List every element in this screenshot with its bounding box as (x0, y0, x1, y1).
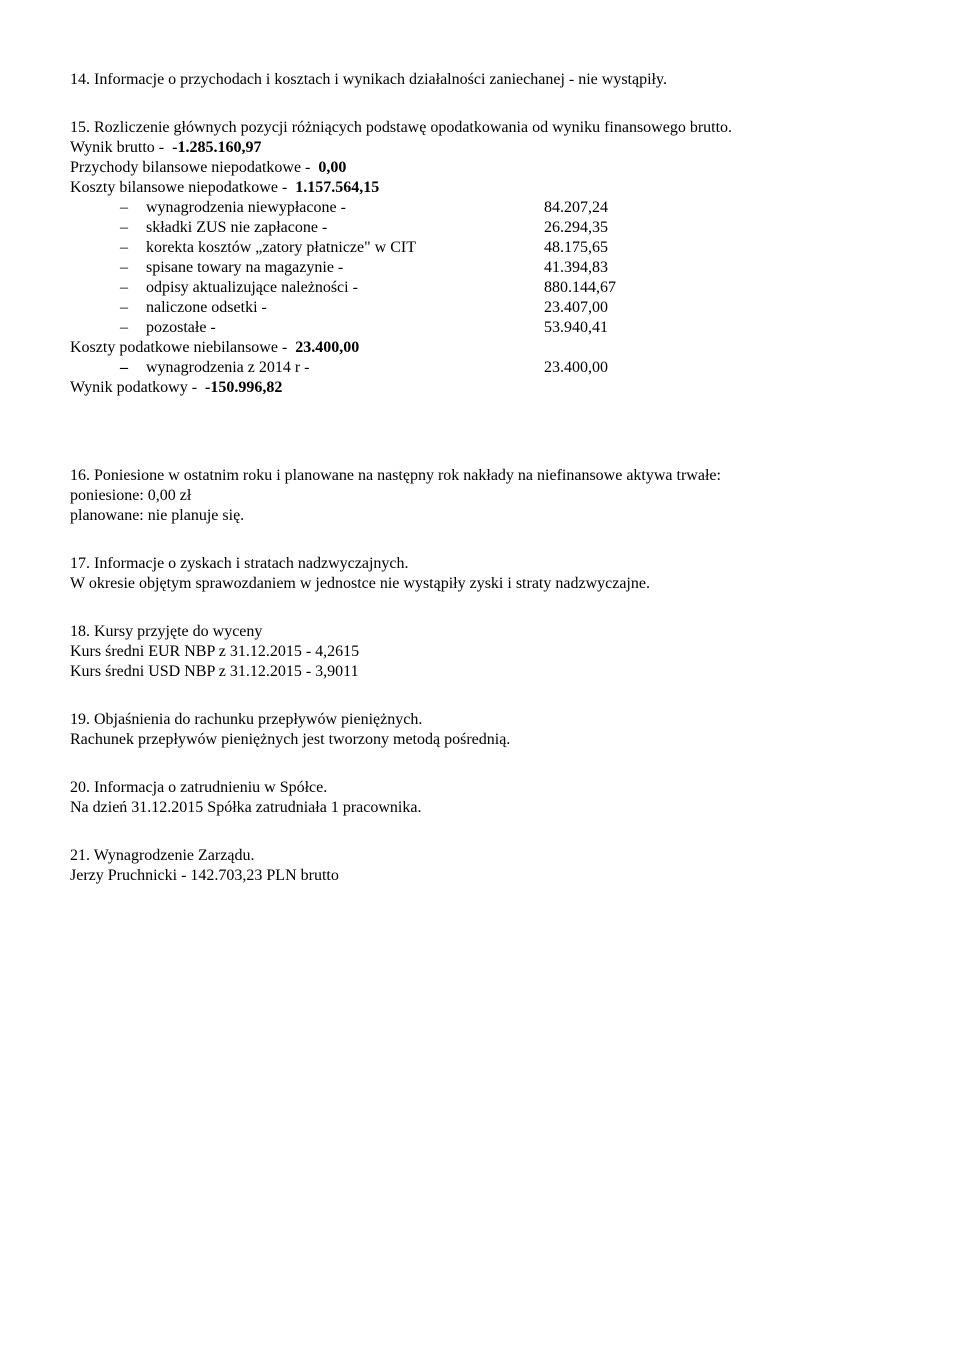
label-spisane-towary: spisane towary na magazynie - (146, 258, 544, 278)
dash-icon: – (120, 198, 146, 218)
value-wynagrodzenia-niewyplacone: 84.207,24 (544, 198, 664, 218)
row-przychody-bilansowe: Przychody bilansowe niepodatkowe - 0,00 (70, 158, 890, 178)
value-spisane-towary: 41.394,83 (544, 258, 664, 278)
value-koszty-bilansowe: 1.157.564,15 (295, 178, 465, 198)
label-korekta-kosztow: korekta kosztów „zatory płatnicze" w CIT (146, 238, 544, 258)
section-17: 17. Informacje o zyskach i stratach nadz… (70, 554, 890, 594)
section-18-line1: 18. Kursy przyjęte do wyceny (70, 622, 890, 642)
label-przychody-bilansowe: Przychody bilansowe niepodatkowe - (70, 158, 318, 178)
dash-icon: – (120, 298, 146, 318)
value-wynik-brutto: -1.285.160,97 (172, 138, 342, 158)
dash-icon: – (120, 278, 146, 298)
label-naliczone-odsetki: naliczone odsetki - (146, 298, 544, 318)
label-wynagrodzenia-2014: wynagrodzenia z 2014 r - (146, 358, 544, 378)
subrow-odpisy: – odpisy aktualizujące należności - 880.… (70, 278, 890, 298)
section-21-line1: 21. Wynagrodzenie Zarządu. (70, 846, 890, 866)
label-wynagrodzenia-niewyplacone: wynagrodzenia niewypłacone - (146, 198, 544, 218)
section-19-line1: 19. Objaśnienia do rachunku przepływów p… (70, 710, 890, 730)
section-17-line1: 17. Informacje o zyskach i stratach nadz… (70, 554, 890, 574)
label-koszty-podatkowe: Koszty podatkowe niebilansowe - (70, 338, 295, 358)
section-15-heading: 15. Rozliczenie głównych pozycji różniąc… (70, 118, 890, 138)
value-naliczone-odsetki: 23.407,00 (544, 298, 664, 318)
subrow-naliczone-odsetki: – naliczone odsetki - 23.407,00 (70, 298, 890, 318)
dash-icon: – (120, 238, 146, 258)
subrow-pozostale: – pozostałe - 53.940,41 (70, 318, 890, 338)
section-18: 18. Kursy przyjęte do wyceny Kurs średni… (70, 622, 890, 682)
section-16: 16. Poniesione w ostatnim roku i planowa… (70, 466, 890, 526)
section-21-line2: Jerzy Pruchnicki - 142.703,23 PLN brutto (70, 866, 890, 886)
subrow-skladki-zus: – składki ZUS nie zapłacone - 26.294,35 (70, 218, 890, 238)
row-koszty-bilansowe: Koszty bilansowe niepodatkowe - 1.157.56… (70, 178, 890, 198)
row-wynik-brutto: Wynik brutto - -1.285.160,97 (70, 138, 890, 158)
value-wynik-podatkowy: -150.996,82 (205, 378, 375, 398)
value-przychody-bilansowe: 0,00 (318, 158, 488, 178)
section-16-line1: 16. Poniesione w ostatnim roku i planowa… (70, 466, 890, 486)
section-14: 14. Informacje o przychodach i kosztach … (70, 70, 890, 90)
section-16-line3: planowane: nie planuje się. (70, 506, 890, 526)
label-odpisy: odpisy aktualizujące należności - (146, 278, 544, 298)
section-15: 15. Rozliczenie głównych pozycji różniąc… (70, 118, 890, 398)
value-wynagrodzenia-2014: 23.400,00 (544, 358, 664, 378)
section-19: 19. Objaśnienia do rachunku przepływów p… (70, 710, 890, 750)
row-koszty-podatkowe: Koszty podatkowe niebilansowe - 23.400,0… (70, 338, 890, 358)
subrow-spisane-towary: – spisane towary na magazynie - 41.394,8… (70, 258, 890, 278)
value-koszty-podatkowe: 23.400,00 (295, 338, 465, 358)
section-19-line2: Rachunek przepływów pieniężnych jest two… (70, 730, 890, 750)
section-20-line1: 20. Informacja o zatrudnieniu w Spółce. (70, 778, 890, 798)
value-pozostale: 53.940,41 (544, 318, 664, 338)
section-18-line2: Kurs średni EUR NBP z 31.12.2015 - 4,261… (70, 642, 890, 662)
label-wynik-brutto: Wynik brutto - (70, 138, 172, 158)
dash-bold-icon: – (120, 358, 146, 378)
label-pozostale: pozostałe - (146, 318, 544, 338)
section-21: 21. Wynagrodzenie Zarządu. Jerzy Pruchni… (70, 846, 890, 886)
dash-icon: – (120, 318, 146, 338)
value-skladki-zus: 26.294,35 (544, 218, 664, 238)
section-20-line2: Na dzień 31.12.2015 Spółka zatrudniała 1… (70, 798, 890, 818)
value-odpisy: 880.144,67 (544, 278, 664, 298)
dash-icon: – (120, 258, 146, 278)
label-wynik-podatkowy: Wynik podatkowy - (70, 378, 205, 398)
label-skladki-zus: składki ZUS nie zapłacone - (146, 218, 544, 238)
section-16-line2: poniesione: 0,00 zł (70, 486, 890, 506)
subrow-wynagrodzenia-2014: – wynagrodzenia z 2014 r - 23.400,00 (70, 358, 890, 378)
row-wynik-podatkowy: Wynik podatkowy - -150.996,82 (70, 378, 890, 398)
subrow-wynagrodzenia-niewyplacone: – wynagrodzenia niewypłacone - 84.207,24 (70, 198, 890, 218)
section-18-line3: Kurs średni USD NBP z 31.12.2015 - 3,901… (70, 662, 890, 682)
section-17-line2: W okresie objętym sprawozdaniem w jednos… (70, 574, 890, 594)
section-20: 20. Informacja o zatrudnieniu w Spółce. … (70, 778, 890, 818)
dash-icon: – (120, 218, 146, 238)
subrow-korekta-kosztow: – korekta kosztów „zatory płatnicze" w C… (70, 238, 890, 258)
section-14-text: 14. Informacje o przychodach i kosztach … (70, 71, 667, 88)
label-koszty-bilansowe: Koszty bilansowe niepodatkowe - (70, 178, 295, 198)
value-korekta-kosztow: 48.175,65 (544, 238, 664, 258)
